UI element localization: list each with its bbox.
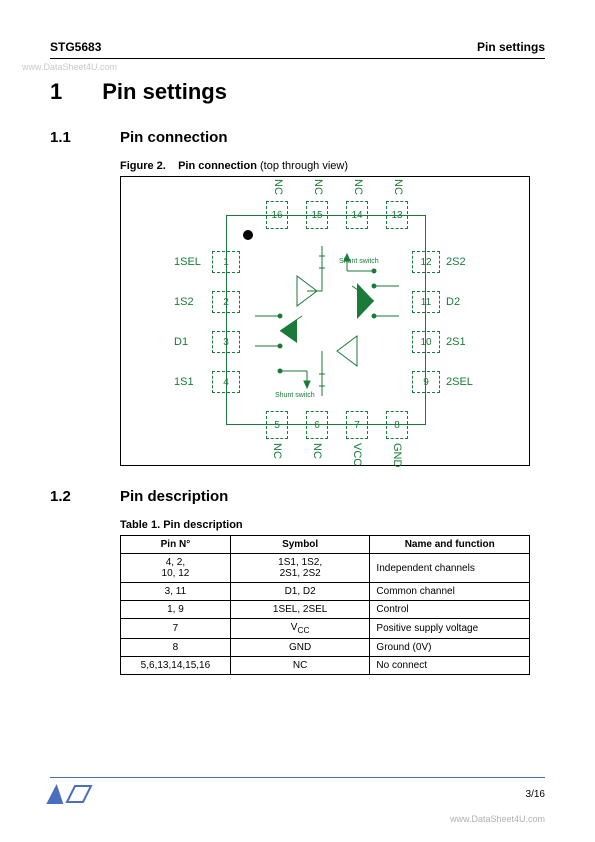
pin-description-table: Pin N°SymbolName and function 4, 2,10, 1… [120,535,530,675]
pin-1: 1 [212,251,240,273]
cell-symbol: GND [230,639,370,657]
table-row: 3, 11D1, D2Common channel [121,583,530,601]
pin-11: 11 [412,291,440,313]
page-number: 3/16 [526,789,545,800]
table-row: 5,6,13,14,15,16NCNo connect [121,657,530,675]
cell-symbol: VCC [230,619,370,639]
page-header: STG5683 Pin settings [50,40,545,59]
cell-pin: 8 [121,639,231,657]
h1-title: Pin settings [102,79,227,105]
table-row: 8GNDGround (0V) [121,639,530,657]
pin-label: 2SEL [446,376,473,388]
watermark-bottom-right: www.DataSheet4U.com [450,814,545,824]
cell-function: Independent channels [370,554,530,583]
header-section: Pin settings [477,40,545,54]
cell-pin: 1, 9 [121,601,231,619]
figure-label: Figure 2. [120,160,166,172]
figure-box: Shunt switch Shunt switch 16NC15NC14NC13… [120,176,530,466]
figure-caption: Figure 2. Pin connection (top through vi… [120,160,545,172]
pin-15: 15 [306,201,328,229]
cell-function: Common channel [370,583,530,601]
pin-label: VCC [351,443,363,466]
heading-1-2: 1.2 Pin description [50,488,545,505]
cell-pin: 7 [121,619,231,639]
pin-4: 4 [212,371,240,393]
h2-title: Pin connection [120,129,228,146]
pin-label: 1S1 [174,376,194,388]
cell-function: No connect [370,657,530,675]
table-row: 7VCCPositive supply voltage [121,619,530,639]
h2-title: Pin description [120,488,228,505]
cell-symbol: D1, D2 [230,583,370,601]
pin-label: GND [391,443,403,467]
h1-number: 1 [50,79,62,105]
pin-label: NC [271,443,283,459]
pin-2: 2 [212,291,240,313]
header-part-number: STG5683 [50,40,101,54]
pin-9: 9 [412,371,440,393]
pin-14: 14 [346,201,368,229]
figure-title: Pin connection [178,160,257,172]
cell-symbol: NC [230,657,370,675]
pin-label: NC [312,179,324,195]
cell-function: Control [370,601,530,619]
pin-label: NC [352,179,364,195]
table-row: 1, 91SEL, 2SELControl [121,601,530,619]
pin-label: NC [311,443,323,459]
watermark-top-left: www.DataSheet4U.com [22,62,117,72]
pin-label: 1SEL [174,256,201,268]
page-footer: 3/16 [50,777,545,804]
pin-7: 7 [346,411,368,439]
schematic-icon [227,216,427,426]
table-header: Name and function [370,536,530,554]
table-header: Pin N° [121,536,231,554]
h2-number: 1.1 [50,129,80,146]
heading-1: 1 Pin settings [50,79,545,105]
pin-label: D2 [446,296,460,308]
pin-label: NC [272,179,284,195]
pin-label: 2S1 [446,336,466,348]
chip-outline: Shunt switch Shunt switch [226,215,426,425]
cell-symbol: 1S1, 1S2,2S1, 2S2 [230,554,370,583]
cell-symbol: 1SEL, 2SEL [230,601,370,619]
cell-function: Positive supply voltage [370,619,530,639]
table-row: 4, 2,10, 121S1, 1S2,2S1, 2S2Independent … [121,554,530,583]
pin-10: 10 [412,331,440,353]
pin-6: 6 [306,411,328,439]
cell-pin: 5,6,13,14,15,16 [121,657,231,675]
pin-label: 1S2 [174,296,194,308]
pin-16: 16 [266,201,288,229]
cell-function: Ground (0V) [370,639,530,657]
pin-3: 3 [212,331,240,353]
table-caption: Table 1. Pin description [120,519,545,531]
pin-5: 5 [266,411,288,439]
heading-1-1: 1.1 Pin connection [50,129,545,146]
pin-label: D1 [174,336,188,348]
shunt-label-top: Shunt switch [339,258,379,265]
h2-number: 1.2 [50,488,80,505]
figure-subtitle: (top through view) [260,160,348,172]
st-logo-icon [50,784,93,804]
table-header: Symbol [230,536,370,554]
pin-label: NC [392,179,404,195]
pin-12: 12 [412,251,440,273]
cell-pin: 4, 2,10, 12 [121,554,231,583]
cell-pin: 3, 11 [121,583,231,601]
pin-13: 13 [386,201,408,229]
shunt-label-bottom: Shunt switch [275,392,315,399]
pin-label: 2S2 [446,256,466,268]
pin-8: 8 [386,411,408,439]
